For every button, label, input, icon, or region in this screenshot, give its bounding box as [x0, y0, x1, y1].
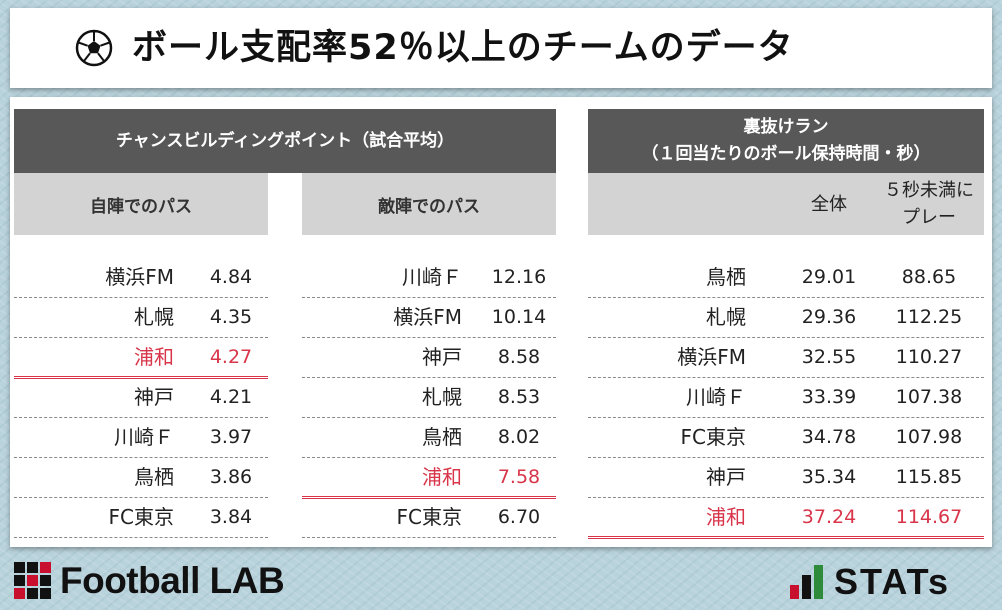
team-value: 8.53: [497, 386, 541, 408]
page-title: ボール支配率52％以上のチームのデータ: [132, 28, 794, 68]
team-value: 12.16: [491, 266, 547, 288]
team-name: FC東京: [680, 425, 746, 449]
team-name: 横浜FM: [105, 265, 174, 289]
chance-building-title: チャンスビルディングポイント（試合平均）: [115, 130, 455, 151]
col-under5-line1: ５秒未満に: [884, 180, 974, 201]
time-under5: 107.98: [895, 426, 963, 448]
data-panel: チャンスビルディングポイント（試合平均） 自陣でのパス 敵陣でのパス 裏抜けラン…: [10, 97, 992, 547]
team-name: 神戸: [422, 345, 462, 369]
stats-logo-text: STATs: [834, 561, 950, 602]
team-name: 川崎Ｆ: [114, 425, 174, 449]
team-name: 横浜FM: [677, 345, 746, 369]
time-under5: 112.25: [895, 306, 963, 328]
team-value: 3.86: [209, 466, 253, 488]
time-all: 33.39: [801, 386, 857, 408]
team-name: 札幌: [706, 305, 746, 329]
team-name: 鳥栖: [422, 425, 462, 449]
time-under5: 115.85: [895, 466, 963, 488]
time-all: 29.01: [801, 266, 857, 288]
table-row: FC東京 34.78 107.98: [588, 417, 984, 458]
table-row: 神戸 35.34 115.85: [588, 457, 984, 498]
team-name: FC東京: [108, 505, 174, 529]
football-lab-logo-text: Football LAB: [60, 560, 285, 601]
team-value: 8.58: [497, 346, 541, 368]
table-row: 鳥栖 3.86: [14, 457, 268, 498]
table-row: 浦和 7.58: [302, 457, 556, 499]
team-name: 鳥栖: [706, 265, 746, 289]
table-row: FC東京 3.84: [14, 497, 268, 538]
team-value: 10.14: [491, 306, 547, 328]
team-value: 4.35: [209, 306, 253, 328]
team-value: 4.27: [209, 346, 253, 368]
own-half-label: 自陣でのパス: [90, 196, 192, 217]
time-all: 35.34: [801, 466, 857, 488]
back-run-title-line1: 裏抜けラン: [743, 117, 829, 137]
table-row: 浦和 4.27: [14, 337, 268, 379]
table-row: 横浜FM 10.14: [302, 297, 556, 338]
table-row: 横浜FM 32.55 110.27: [588, 337, 984, 378]
football-lab-logo: Football LAB: [14, 560, 285, 602]
chance-building-header: チャンスビルディングポイント（試合平均）: [14, 109, 556, 173]
stats-logo: STATs: [790, 561, 950, 602]
col-under5-line2: プレー: [902, 207, 956, 228]
table-row: 鳥栖 29.01 88.65: [588, 257, 984, 298]
team-name: 川崎Ｆ: [402, 265, 462, 289]
team-value: 8.02: [497, 426, 541, 448]
table-row: 横浜FM 4.84: [14, 257, 268, 298]
table-row: 札幌 8.53: [302, 377, 556, 418]
bar-chart-logo-icon: [790, 565, 823, 599]
time-under5: 114.67: [895, 506, 963, 528]
title-bar: ボール支配率52％以上のチームのデータ: [10, 8, 992, 88]
back-run-header: 裏抜けラン （１回当たりのボール保持時間・秒）: [588, 109, 984, 173]
time-all: 34.78: [801, 426, 857, 448]
time-all: 29.36: [801, 306, 857, 328]
time-all: 37.24: [801, 506, 857, 528]
table-row: 神戸 4.21: [14, 377, 268, 418]
table-row: 浦和 37.24 114.67: [588, 497, 984, 539]
own-half-header: 自陣でのパス: [14, 173, 268, 235]
soccer-ball-icon: [75, 29, 113, 67]
time-under5: 110.27: [895, 346, 963, 368]
time-all: 32.55: [801, 346, 857, 368]
team-name: 横浜FM: [393, 305, 462, 329]
opp-half-header: 敵陣でのパス: [302, 173, 556, 235]
team-name: FC東京: [396, 505, 462, 529]
time-under5: 88.65: [901, 266, 957, 288]
table-row: 札幌 29.36 112.25: [588, 297, 984, 338]
table-row: 鳥栖 8.02: [302, 417, 556, 458]
team-name: 神戸: [134, 385, 174, 409]
table-row: 神戸 8.58: [302, 337, 556, 378]
team-value: 6.70: [497, 506, 541, 528]
back-run-subheader: 全体 ５秒未満に プレー: [588, 173, 984, 235]
grid-logo-icon: [14, 562, 51, 599]
team-name: 浦和: [706, 505, 746, 529]
team-name: 札幌: [134, 305, 174, 329]
time-under5: 107.38: [895, 386, 963, 408]
table-row: 川崎Ｆ 3.97: [14, 417, 268, 458]
col-all-label: 全体: [811, 194, 847, 215]
table-row: 川崎Ｆ 33.39 107.38: [588, 377, 984, 418]
team-name: 鳥栖: [134, 465, 174, 489]
team-name: 神戸: [706, 465, 746, 489]
team-value: 3.84: [209, 506, 253, 528]
team-value: 3.97: [209, 426, 253, 448]
back-run-title-line2: （１回当たりのボール保持時間・秒）: [641, 144, 931, 164]
table-row: 川崎Ｆ 12.16: [302, 257, 556, 298]
team-name: 札幌: [422, 385, 462, 409]
team-name: 川崎Ｆ: [686, 385, 746, 409]
team-value: 4.84: [209, 266, 253, 288]
table-row: 札幌 4.35: [14, 297, 268, 338]
opp-half-label: 敵陣でのパス: [378, 196, 480, 217]
team-value: 4.21: [209, 386, 253, 408]
team-value: 7.58: [497, 466, 541, 488]
col-under5-label: ５秒未満に プレー: [874, 177, 984, 231]
team-name: 浦和: [134, 345, 174, 369]
team-name: 浦和: [422, 465, 462, 489]
table-row: FC東京 6.70: [302, 497, 556, 538]
